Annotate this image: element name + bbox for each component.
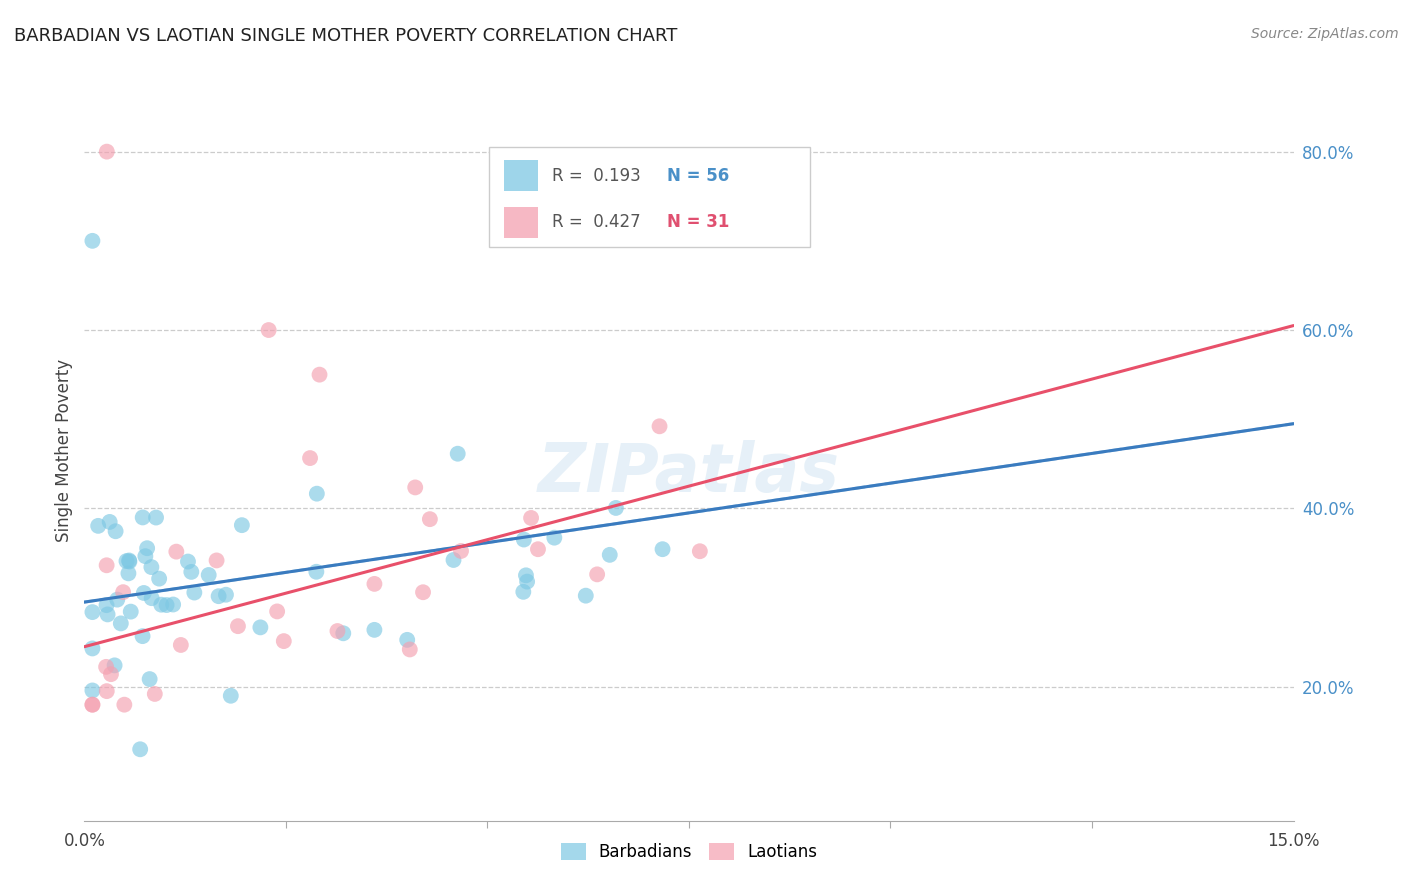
Point bbox=[104, 524, 127, 539]
Legend: Barbadians, Laotians: Barbadians, Laotians bbox=[554, 837, 824, 868]
Point bbox=[527, 542, 550, 557]
Point bbox=[82, 641, 104, 656]
Point bbox=[404, 480, 426, 494]
Point bbox=[141, 591, 163, 606]
Point bbox=[398, 642, 420, 657]
Point bbox=[363, 623, 385, 637]
Text: Source: ZipAtlas.com: Source: ZipAtlas.com bbox=[1251, 27, 1399, 41]
Point bbox=[305, 486, 328, 500]
Point bbox=[97, 607, 120, 622]
Text: R =  0.427: R = 0.427 bbox=[553, 213, 641, 231]
Point bbox=[207, 589, 229, 603]
Point bbox=[96, 558, 118, 573]
Text: R =  0.193: R = 0.193 bbox=[553, 167, 641, 185]
Point bbox=[180, 565, 202, 579]
Point bbox=[112, 585, 135, 599]
Point bbox=[575, 589, 598, 603]
Point bbox=[155, 598, 177, 612]
Point bbox=[197, 568, 219, 582]
Point bbox=[96, 145, 118, 159]
Point bbox=[419, 512, 441, 526]
Point bbox=[94, 660, 117, 674]
FancyBboxPatch shape bbox=[489, 147, 810, 247]
Point bbox=[96, 598, 118, 612]
Point bbox=[266, 604, 288, 618]
Point bbox=[87, 519, 110, 533]
Point bbox=[308, 368, 330, 382]
Point bbox=[651, 542, 673, 557]
Point bbox=[165, 544, 187, 558]
Point bbox=[138, 672, 160, 686]
Point bbox=[450, 544, 472, 558]
Point bbox=[148, 572, 170, 586]
Point bbox=[443, 553, 465, 567]
Point bbox=[120, 605, 142, 619]
Point bbox=[134, 549, 156, 564]
Text: BARBADIAN VS LAOTIAN SINGLE MOTHER POVERTY CORRELATION CHART: BARBADIAN VS LAOTIAN SINGLE MOTHER POVER… bbox=[14, 27, 678, 45]
Point bbox=[100, 667, 122, 681]
Point bbox=[512, 584, 534, 599]
Point bbox=[326, 624, 349, 638]
Point bbox=[305, 565, 328, 579]
Point bbox=[231, 518, 253, 533]
Point bbox=[689, 544, 711, 558]
Point bbox=[132, 586, 155, 600]
Point bbox=[117, 566, 139, 581]
Point bbox=[143, 687, 166, 701]
Point bbox=[363, 577, 385, 591]
Point bbox=[249, 620, 271, 634]
Point bbox=[226, 619, 249, 633]
Point bbox=[131, 629, 153, 643]
Point bbox=[170, 638, 193, 652]
Point bbox=[586, 567, 609, 582]
Point bbox=[599, 548, 621, 562]
Point bbox=[513, 533, 536, 547]
Point bbox=[396, 632, 419, 647]
Point bbox=[96, 684, 118, 698]
Point bbox=[129, 742, 152, 756]
Point bbox=[520, 511, 543, 525]
Point bbox=[141, 560, 163, 574]
Point bbox=[110, 616, 132, 631]
Y-axis label: Single Mother Poverty: Single Mother Poverty bbox=[55, 359, 73, 542]
Point bbox=[145, 510, 167, 524]
Point bbox=[515, 568, 537, 582]
Point bbox=[177, 555, 200, 569]
Point bbox=[332, 626, 354, 640]
Point bbox=[183, 585, 205, 599]
Point bbox=[215, 588, 238, 602]
Point bbox=[205, 553, 228, 567]
Point bbox=[516, 574, 538, 589]
Point bbox=[605, 500, 627, 515]
Point bbox=[131, 510, 153, 524]
Point bbox=[219, 689, 242, 703]
Text: N = 31: N = 31 bbox=[668, 213, 730, 231]
Point bbox=[118, 555, 141, 569]
Point bbox=[82, 683, 104, 698]
Point bbox=[162, 598, 184, 612]
Text: N = 56: N = 56 bbox=[668, 167, 730, 185]
Point bbox=[82, 698, 104, 712]
Point bbox=[118, 553, 141, 567]
Point bbox=[82, 234, 104, 248]
Point bbox=[299, 451, 322, 466]
Point bbox=[104, 658, 127, 673]
Point bbox=[273, 634, 295, 648]
Text: ZIPatlas: ZIPatlas bbox=[538, 440, 839, 506]
Point bbox=[82, 605, 104, 619]
FancyBboxPatch shape bbox=[503, 207, 538, 238]
Point bbox=[648, 419, 671, 434]
Point bbox=[115, 554, 138, 568]
Point bbox=[136, 541, 159, 556]
Point bbox=[543, 531, 565, 545]
FancyBboxPatch shape bbox=[503, 161, 538, 191]
Point bbox=[447, 447, 470, 461]
Point bbox=[150, 598, 173, 612]
Point bbox=[257, 323, 280, 337]
Point bbox=[105, 592, 128, 607]
Point bbox=[412, 585, 434, 599]
Point bbox=[82, 698, 104, 712]
Point bbox=[112, 698, 135, 712]
Point bbox=[98, 515, 121, 529]
